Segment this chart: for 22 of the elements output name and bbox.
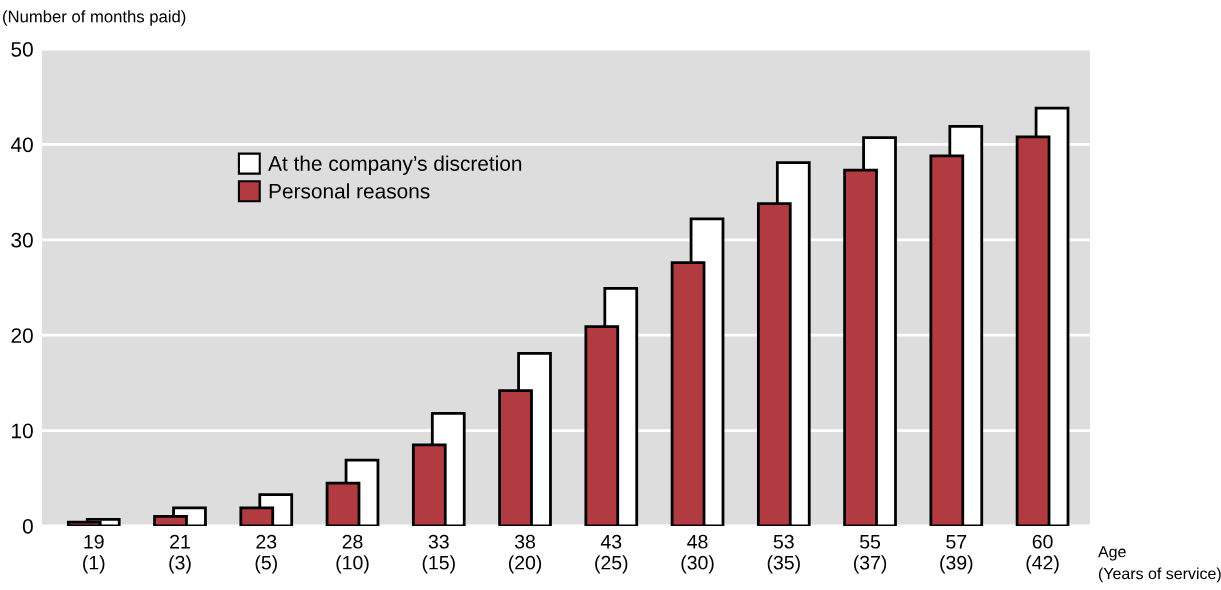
y-tick-label: 20 xyxy=(11,328,33,343)
x-tick-label: 28 (10) xyxy=(336,534,369,574)
x-tick-label: 53 (35) xyxy=(767,534,800,574)
legend-label: Personal reasons xyxy=(269,183,430,199)
y-tick-label: 10 xyxy=(12,423,33,439)
y-tick-label: 30 xyxy=(11,232,33,248)
x-tick-label: 57 (39) xyxy=(940,535,973,574)
x-tick-label: 55 (37) xyxy=(853,535,887,574)
y-axis-title: (Number of months paid) xyxy=(3,10,186,26)
y-tick-label: 50 xyxy=(11,42,33,57)
legend-label: At the company’s discretion xyxy=(268,155,522,176)
y-tick-label: 0 xyxy=(22,519,33,534)
x-tick-label: 21 (3) xyxy=(169,534,191,574)
x-tick-label: 38 (20) xyxy=(508,534,542,574)
y-tick-label: 40 xyxy=(10,137,33,153)
x-tick-label: 23 (5) xyxy=(255,534,277,574)
x-tick-label: 33 (15) xyxy=(422,534,455,574)
x-tick-label: 48 (30) xyxy=(681,534,714,574)
x-tick-label: 43 (25) xyxy=(595,534,628,574)
x-axis-title: Age (Years of service) xyxy=(1098,546,1221,583)
x-tick-label: 19 (1) xyxy=(83,534,105,574)
x-tick-label: 60 (42) xyxy=(1026,534,1059,574)
